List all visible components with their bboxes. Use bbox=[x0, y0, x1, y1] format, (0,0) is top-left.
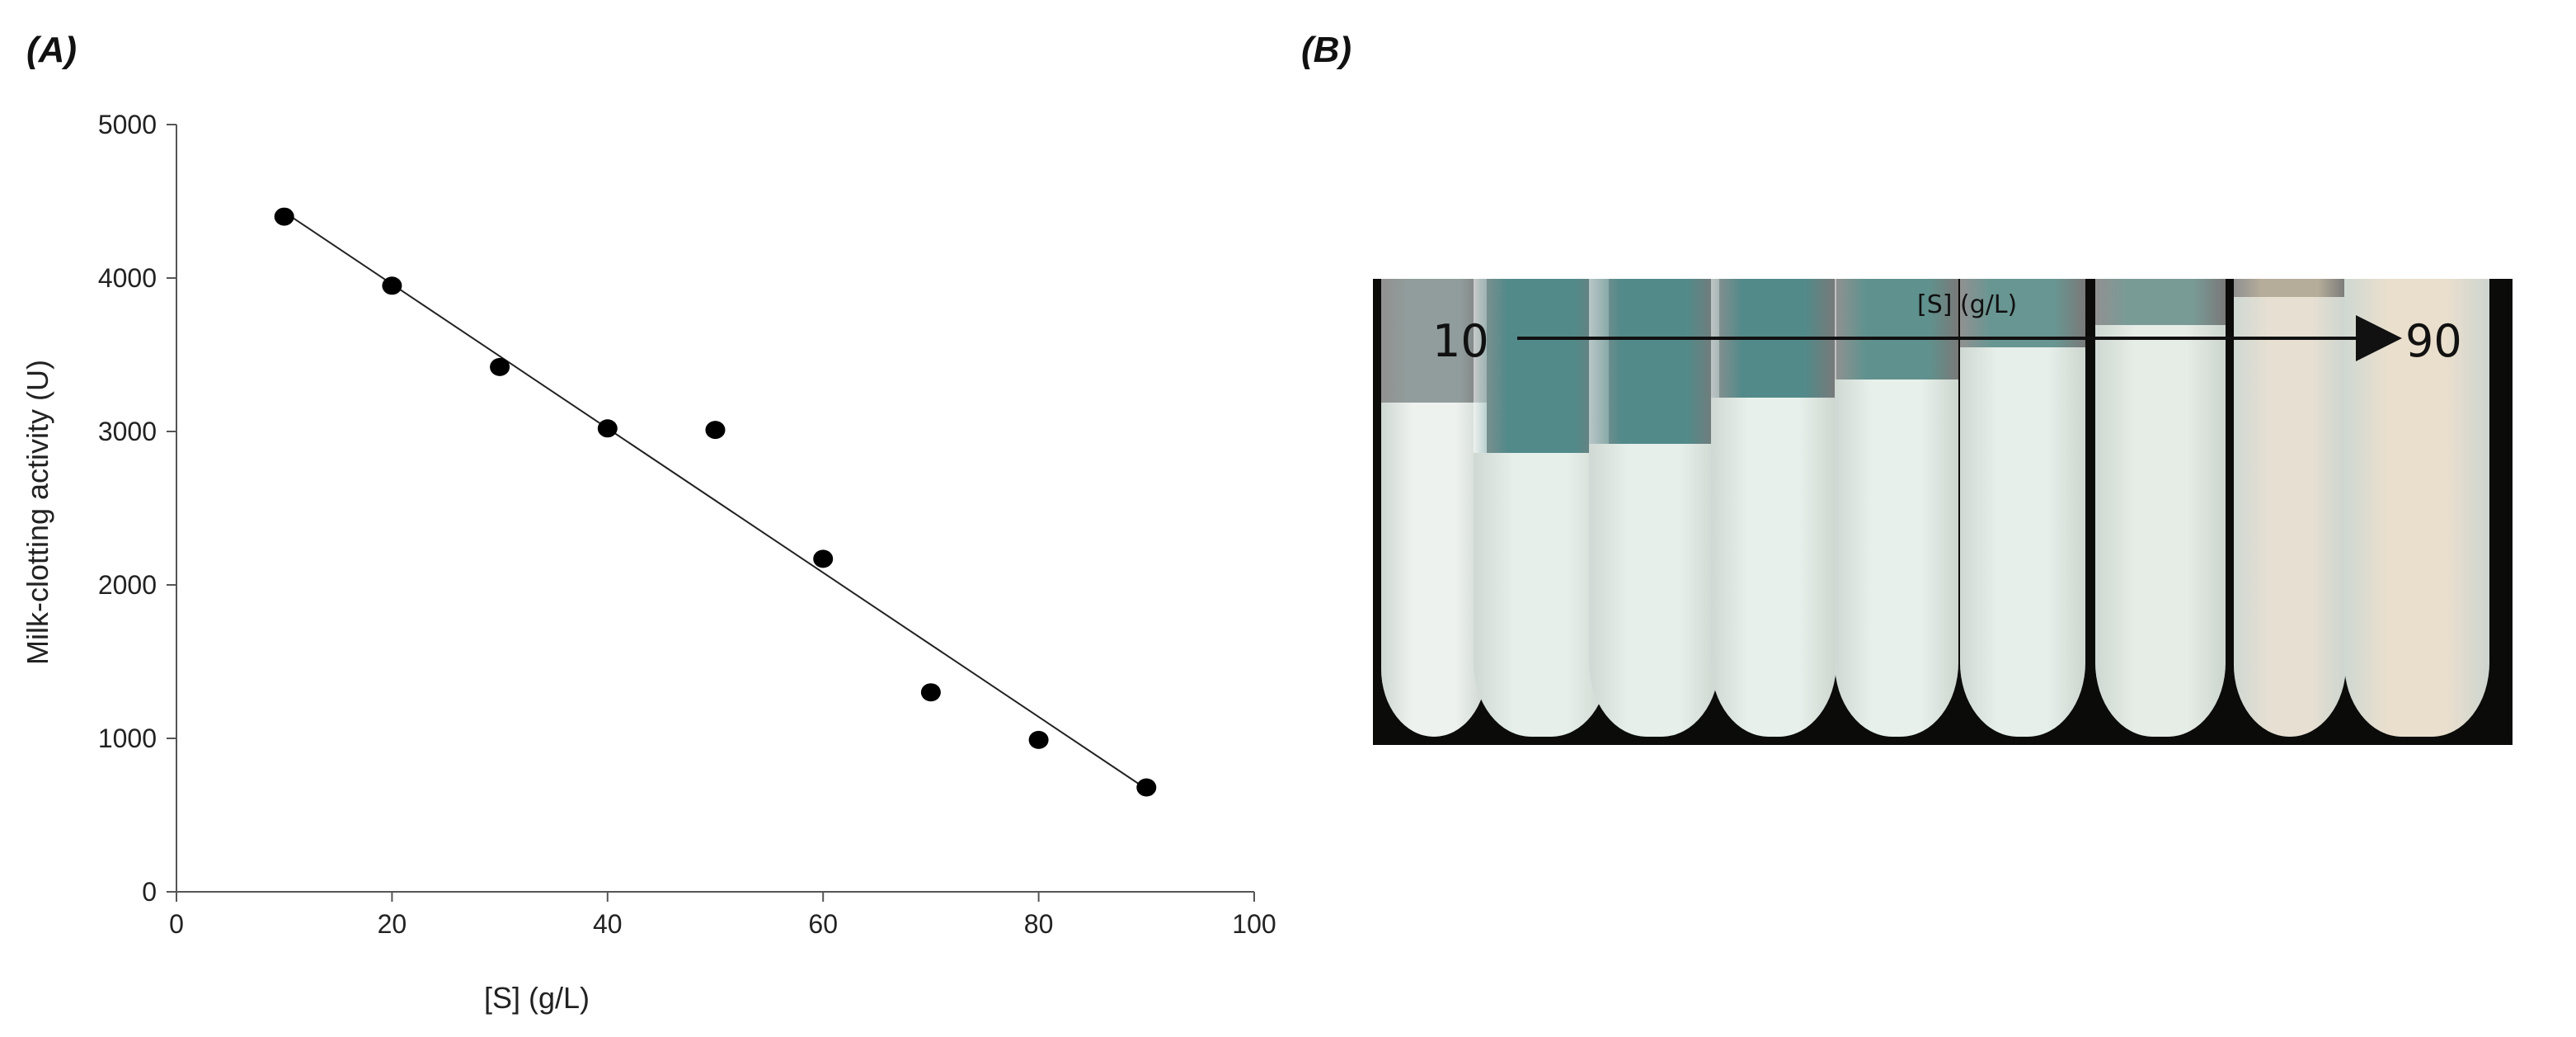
data-point bbox=[1136, 778, 1157, 797]
test-tube bbox=[2234, 279, 2346, 737]
x-tick-label: 80 bbox=[1024, 909, 1054, 939]
y-tick-label: 0 bbox=[142, 877, 157, 907]
x-tick-label: 0 bbox=[169, 909, 184, 939]
arrow-label: [S] (g/L) bbox=[1917, 290, 2018, 319]
coagulated-milk bbox=[1960, 347, 2085, 737]
coagulated-milk bbox=[2234, 297, 2346, 737]
x-axis-label: [S] (g/L) bbox=[484, 981, 590, 1015]
y-axis-label: Milk-clotting activity (U) bbox=[21, 360, 54, 665]
test-tubes-photo: [S] (g/L) 10 90 bbox=[1373, 279, 2513, 745]
coagulated-milk bbox=[2095, 324, 2226, 737]
y-tick-label: 2000 bbox=[98, 570, 157, 600]
coagulated-milk bbox=[1589, 443, 1719, 737]
data-point bbox=[382, 276, 402, 295]
trendline-group bbox=[284, 211, 1147, 790]
test-tube bbox=[2095, 279, 2226, 737]
y-tick-label: 4000 bbox=[98, 263, 157, 293]
data-point bbox=[1028, 730, 1049, 749]
y-tick-label: 1000 bbox=[98, 724, 157, 753]
test-tube bbox=[1711, 279, 1836, 737]
trendline bbox=[284, 211, 1147, 790]
data-point bbox=[597, 419, 618, 438]
test-tube bbox=[1589, 279, 1719, 737]
start-concentration-label: 10 bbox=[1432, 315, 1489, 367]
data-points bbox=[274, 207, 1157, 797]
x-tick-label: 40 bbox=[593, 909, 623, 939]
coagulated-milk bbox=[1835, 379, 1958, 737]
test-tube bbox=[1960, 279, 2085, 737]
y-tick-label: 5000 bbox=[98, 110, 157, 139]
data-point bbox=[274, 207, 294, 226]
concentration-arrow bbox=[1517, 315, 2402, 361]
data-point bbox=[813, 549, 834, 568]
coagulated-milk bbox=[1711, 398, 1836, 737]
x-tick-label: 100 bbox=[1232, 909, 1276, 939]
coagulated-milk bbox=[1474, 452, 1609, 737]
test-tube bbox=[1381, 279, 1487, 737]
data-point bbox=[920, 683, 941, 702]
y-tick-label: 3000 bbox=[98, 417, 157, 446]
coagulated-milk bbox=[1381, 402, 1487, 737]
test-tube bbox=[1474, 279, 1609, 737]
data-point bbox=[490, 357, 510, 376]
data-point bbox=[705, 421, 726, 440]
panel-a-label: (A) bbox=[26, 30, 78, 70]
x-tick-label: 60 bbox=[808, 909, 838, 939]
chart-axes bbox=[176, 125, 1254, 893]
test-tube bbox=[1835, 279, 1958, 737]
x-tick-label: 20 bbox=[378, 909, 407, 939]
panel-b-label: (B) bbox=[1301, 30, 1352, 70]
end-concentration-label: 90 bbox=[2405, 315, 2462, 367]
